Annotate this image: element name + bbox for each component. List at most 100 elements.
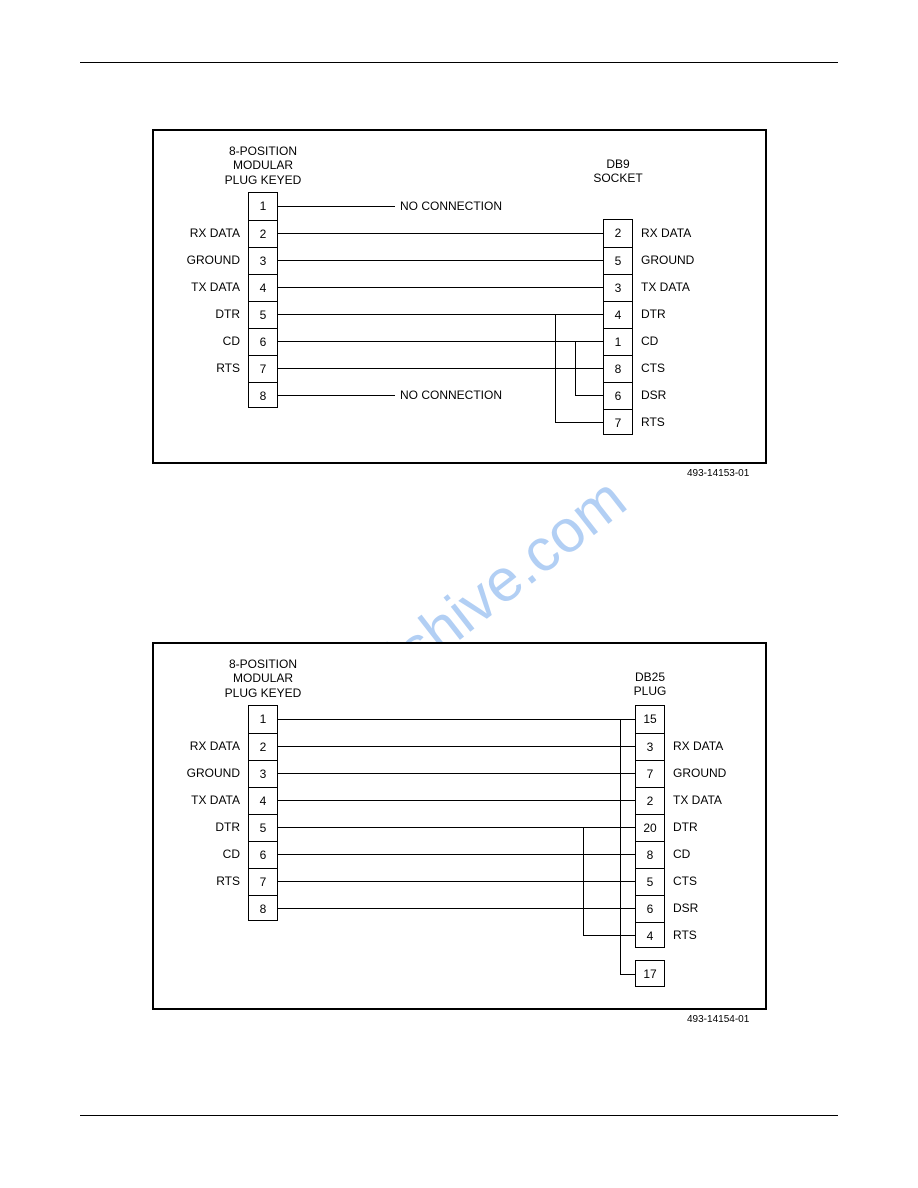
d1-right-connector: 25341867	[603, 219, 633, 435]
pin-row: 2	[604, 220, 632, 247]
pin-number: 2	[249, 221, 277, 248]
wire-h	[470, 908, 635, 909]
pin-number: 2	[249, 734, 277, 761]
pin-number: 4	[604, 302, 632, 329]
wire-v	[575, 341, 576, 395]
pin-row: 8	[249, 895, 277, 922]
signal-label: DSR	[641, 388, 666, 402]
wire-h	[278, 854, 635, 855]
pin-row: 1	[249, 193, 277, 220]
signal-label: RX DATA	[190, 739, 240, 753]
wire-h	[278, 908, 470, 909]
pin-row: 7	[636, 760, 664, 787]
page-rule-top	[80, 62, 838, 63]
signal-label: RTS	[673, 928, 697, 942]
pin-row: 6	[249, 328, 277, 355]
wire-h	[575, 341, 603, 342]
signal-label: DTR	[215, 820, 240, 834]
signal-label: RX DATA	[641, 226, 691, 240]
signal-label: RX DATA	[673, 739, 723, 753]
pin-row: 6	[249, 841, 277, 868]
pin-number: 8	[636, 842, 664, 869]
pin-number: 3	[604, 275, 632, 302]
wire-h	[278, 206, 395, 207]
wire-h	[278, 773, 635, 774]
pin-number: 3	[636, 734, 664, 761]
wire-h	[278, 287, 603, 288]
pin-number: 1	[249, 193, 277, 220]
pin-row: 2	[249, 220, 277, 247]
pin-row: 5	[636, 868, 664, 895]
pin-row: 5	[604, 247, 632, 274]
signal-label: TX DATA	[191, 793, 240, 807]
pin-row: 4	[636, 922, 664, 949]
wire-v	[620, 719, 621, 974]
signal-label: CTS	[673, 874, 697, 888]
pin-row: 5	[249, 814, 277, 841]
signal-label: GROUND	[187, 766, 240, 780]
pin-number: 7	[249, 869, 277, 896]
wire-h	[278, 827, 635, 828]
wire-v	[583, 827, 584, 935]
no-connection-label: NO CONNECTION	[400, 199, 502, 213]
signal-label: CD	[223, 334, 240, 348]
d2-figure-code: 493-14154-01	[687, 1014, 749, 1025]
pin-row: 8	[249, 382, 277, 409]
pin-row: 4	[604, 301, 632, 328]
wire-h	[278, 746, 635, 747]
pin-number: 5	[249, 302, 277, 329]
wire-h	[555, 314, 603, 315]
signal-label: DTR	[215, 307, 240, 321]
pin-number: 6	[249, 329, 277, 356]
signal-label: CD	[223, 847, 240, 861]
pin-row: 5	[249, 301, 277, 328]
pin-number: 5	[636, 869, 664, 896]
pin-number: 4	[636, 923, 664, 950]
signal-label: TX DATA	[641, 280, 690, 294]
d2-right-connector-header: DB25PLUG	[634, 670, 667, 699]
pin-row: 4	[249, 274, 277, 301]
d2-left-connector-header: 8-POSITIONMODULARPLUG KEYED	[225, 657, 302, 700]
pin-number: 7	[604, 410, 632, 437]
wire-h	[278, 233, 603, 234]
signal-label: CD	[641, 334, 658, 348]
pin-row: 6	[604, 382, 632, 409]
d2-left-connector: 12345678	[248, 705, 278, 921]
wire-h	[278, 800, 635, 801]
pin-number: 17	[636, 961, 664, 988]
wire-h	[620, 719, 635, 720]
pin-number: 2	[604, 220, 632, 247]
pin-row: 6	[636, 895, 664, 922]
d1-left-connector-header: 8-POSITIONMODULARPLUG KEYED	[225, 144, 302, 187]
signal-label: CD	[673, 847, 690, 861]
pin-number: 8	[249, 383, 277, 410]
wire-h	[278, 395, 395, 396]
pin-number: 15	[636, 706, 664, 733]
signal-label: TX DATA	[191, 280, 240, 294]
d1-right-connector-header: DB9SOCKET	[593, 157, 642, 186]
pin-row: 3	[636, 733, 664, 760]
signal-label: GROUND	[641, 253, 694, 267]
pin-row: 4	[249, 787, 277, 814]
pin-number: 8	[604, 356, 632, 383]
pin-number: 5	[249, 815, 277, 842]
wire-h	[620, 974, 635, 975]
pin-row: 3	[249, 760, 277, 787]
signal-label: RTS	[641, 415, 665, 429]
pin-row: 20	[636, 814, 664, 841]
wire-h	[278, 881, 545, 882]
signal-label: CTS	[641, 361, 665, 375]
signal-label: DTR	[641, 307, 666, 321]
pin-number: 20	[636, 815, 664, 842]
pin-number: 5	[604, 248, 632, 275]
pin-row: 8	[604, 355, 632, 382]
pin-number: 4	[249, 788, 277, 815]
pin-number: 3	[249, 248, 277, 275]
pin-number: 6	[604, 383, 632, 410]
pin-row: 15	[636, 706, 664, 733]
pin-row: 8	[636, 841, 664, 868]
pin-number: 1	[249, 706, 277, 733]
wire-h	[583, 935, 635, 936]
signal-label: DSR	[673, 901, 698, 915]
signal-label: TX DATA	[673, 793, 722, 807]
